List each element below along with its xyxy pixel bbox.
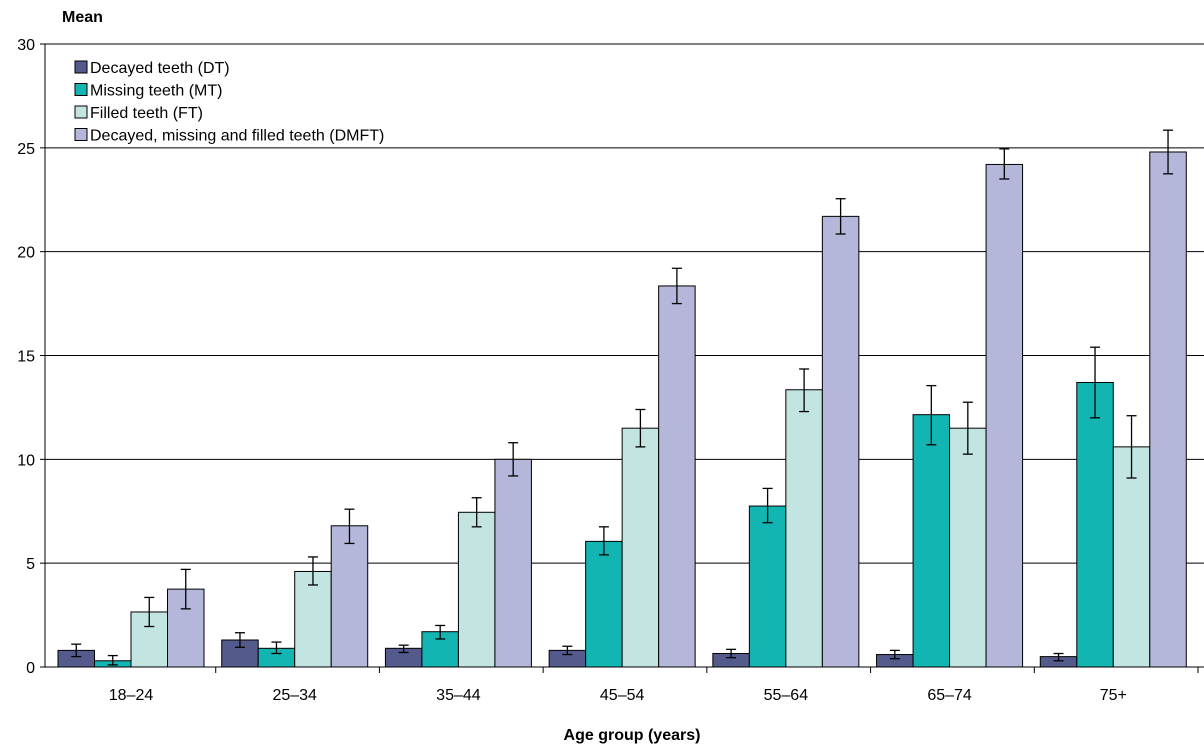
- error-bars: [71, 129, 1174, 666]
- bar: [494, 458, 532, 668]
- x-tick-label: 75+: [1100, 687, 1127, 704]
- x-tick-label: 25–34: [272, 687, 317, 704]
- bar: [821, 215, 860, 668]
- legend-swatch: [74, 60, 88, 74]
- legend: Decayed teeth (DT) Missing teeth (MT) Fill…: [58, 52, 478, 146]
- bar: [1112, 446, 1151, 668]
- x-tick-label: 35–44: [436, 687, 481, 704]
- y-tick-label: 15: [17, 349, 35, 366]
- y-axis-ticks: 0 5 10 15 20 25 30: [17, 37, 45, 677]
- bar: [621, 427, 660, 668]
- bar: [985, 163, 1024, 668]
- legend-swatch: [74, 83, 88, 96]
- x-axis-ticks: 18–24 25–34 35–44 45–54 55–64 65–74 75+: [109, 667, 1199, 704]
- bar: [658, 285, 696, 668]
- x-axis: [44, 44, 1204, 668]
- x-axis-title: Age group (years): [564, 727, 701, 744]
- bar: [330, 525, 369, 668]
- bar: [457, 511, 496, 668]
- legend-label: Decayed teeth (DT): [90, 60, 230, 77]
- legend-label: Missing teeth (MT): [90, 83, 222, 100]
- legend-background: [58, 52, 478, 146]
- x-tick-label: 65–74: [927, 687, 972, 704]
- y-tick-label: 10: [17, 452, 35, 469]
- bar: [1149, 151, 1187, 668]
- y-tick-label: 30: [17, 37, 35, 54]
- bar: [294, 570, 332, 668]
- y-axis-title: Mean: [62, 9, 103, 26]
- x-tick-label: 18–24: [109, 687, 154, 704]
- bar-series: [57, 151, 1187, 668]
- x-tick-label: 45–54: [600, 687, 645, 704]
- bar: [949, 427, 987, 668]
- y-tick-label: 20: [17, 245, 35, 262]
- x-tick-label: 55–64: [764, 687, 809, 704]
- legend-swatch: [74, 105, 88, 119]
- bar: [785, 389, 823, 668]
- bar: [585, 540, 623, 668]
- y-tick-label: 0: [26, 660, 35, 677]
- legend-label: Decayed, missing and filled teeth (DMFT): [90, 128, 384, 145]
- bar: [1076, 381, 1114, 668]
- y-tick-label: 5: [26, 556, 35, 573]
- bar: [912, 414, 951, 668]
- y-tick-label: 25: [17, 141, 35, 158]
- legend-swatch: [74, 128, 88, 141]
- legend-label: Filled teeth (FT): [90, 105, 203, 122]
- bar: [748, 505, 787, 668]
